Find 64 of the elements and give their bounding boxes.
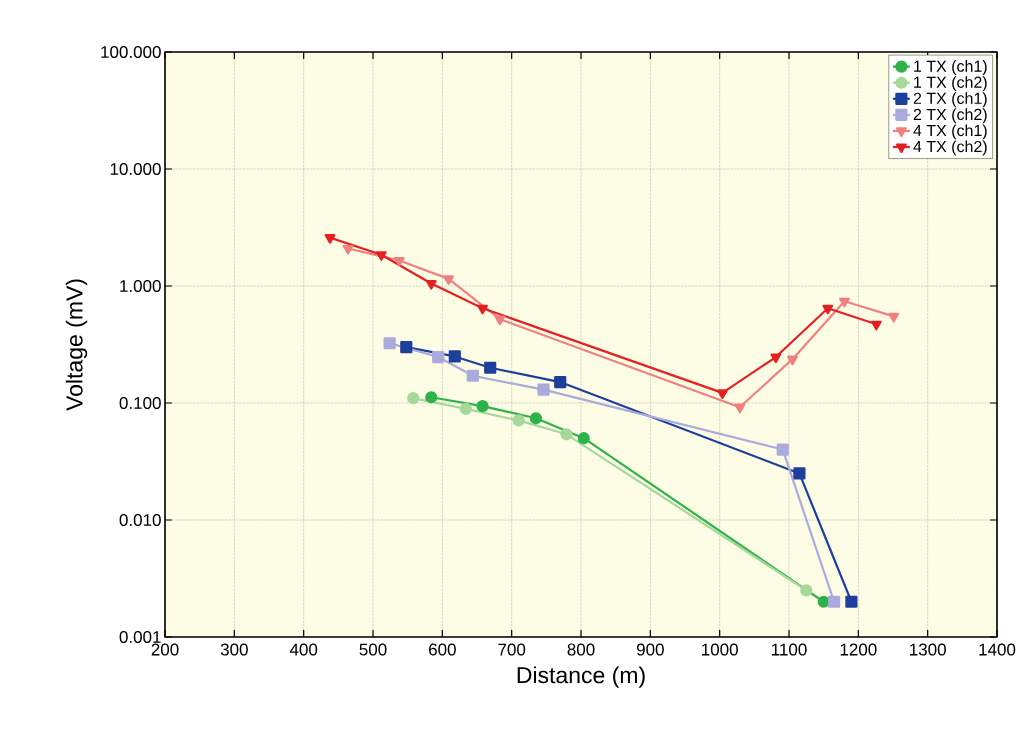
x-tick-label: 1400 [979,643,1016,656]
point [537,383,550,396]
point [425,279,437,290]
point [793,467,806,480]
y-tick-label: 0.001 [119,630,161,644]
point [443,275,455,285]
point [432,350,445,364]
point [383,337,396,350]
point [393,256,405,267]
point [512,414,525,427]
y-axis-title: Voltage (mV) [65,279,88,411]
x-tick-label: 1200 [840,643,877,656]
point [717,389,728,399]
point [425,391,438,404]
y-tick-label: 0.010 [119,513,161,527]
legend-label: 1 TX (ch2) [914,76,987,92]
x-tick-label: 1300 [910,643,946,656]
x-tick-label: 300 [220,643,248,656]
x-tick-label: 200 [151,643,179,656]
point [484,361,497,374]
point [888,312,900,323]
point [770,353,782,364]
y-tick-label: 100.000 [101,45,161,59]
y-tick-label: 0.100 [119,396,161,410]
point [400,341,413,354]
x-tick-label: 1000 [702,643,738,656]
point [577,432,590,445]
point [554,375,567,389]
point [560,428,573,441]
point [839,297,850,308]
x-tick-label: 800 [567,643,595,656]
x-tick-label: 600 [429,643,456,656]
point [800,584,813,597]
point [845,595,858,608]
point [477,304,488,315]
legend-label: 1 TX (ch1) [914,60,987,76]
legend-label: 2 TX (ch1) [913,92,987,108]
point [466,369,479,382]
point [494,315,506,326]
point [375,251,387,261]
point [476,400,489,413]
x-tick-label: 1100 [772,643,807,656]
point [459,402,473,416]
y-tick-label: 1.000 [120,279,161,293]
legend-label: 4 TX (ch2) [913,140,987,156]
x-tick-label: 400 [289,643,318,656]
legend-label: 4 TX (ch1) [913,124,987,140]
x-tick-label: 900 [636,643,664,656]
y-tick-label: 10.000 [110,162,161,176]
x-tick-label: 700 [498,643,526,656]
point [324,234,336,244]
point [407,392,420,405]
point [822,304,834,315]
point [529,412,543,425]
point [448,350,461,363]
point [870,320,882,331]
point [787,355,798,366]
legend-label: 2 TX (ch2) [913,108,987,124]
point [342,244,354,255]
x-tick-label: 500 [359,643,387,656]
point [734,403,746,414]
x-axis-title: Distance (m) [517,666,645,688]
point [776,443,789,456]
point [827,595,841,608]
